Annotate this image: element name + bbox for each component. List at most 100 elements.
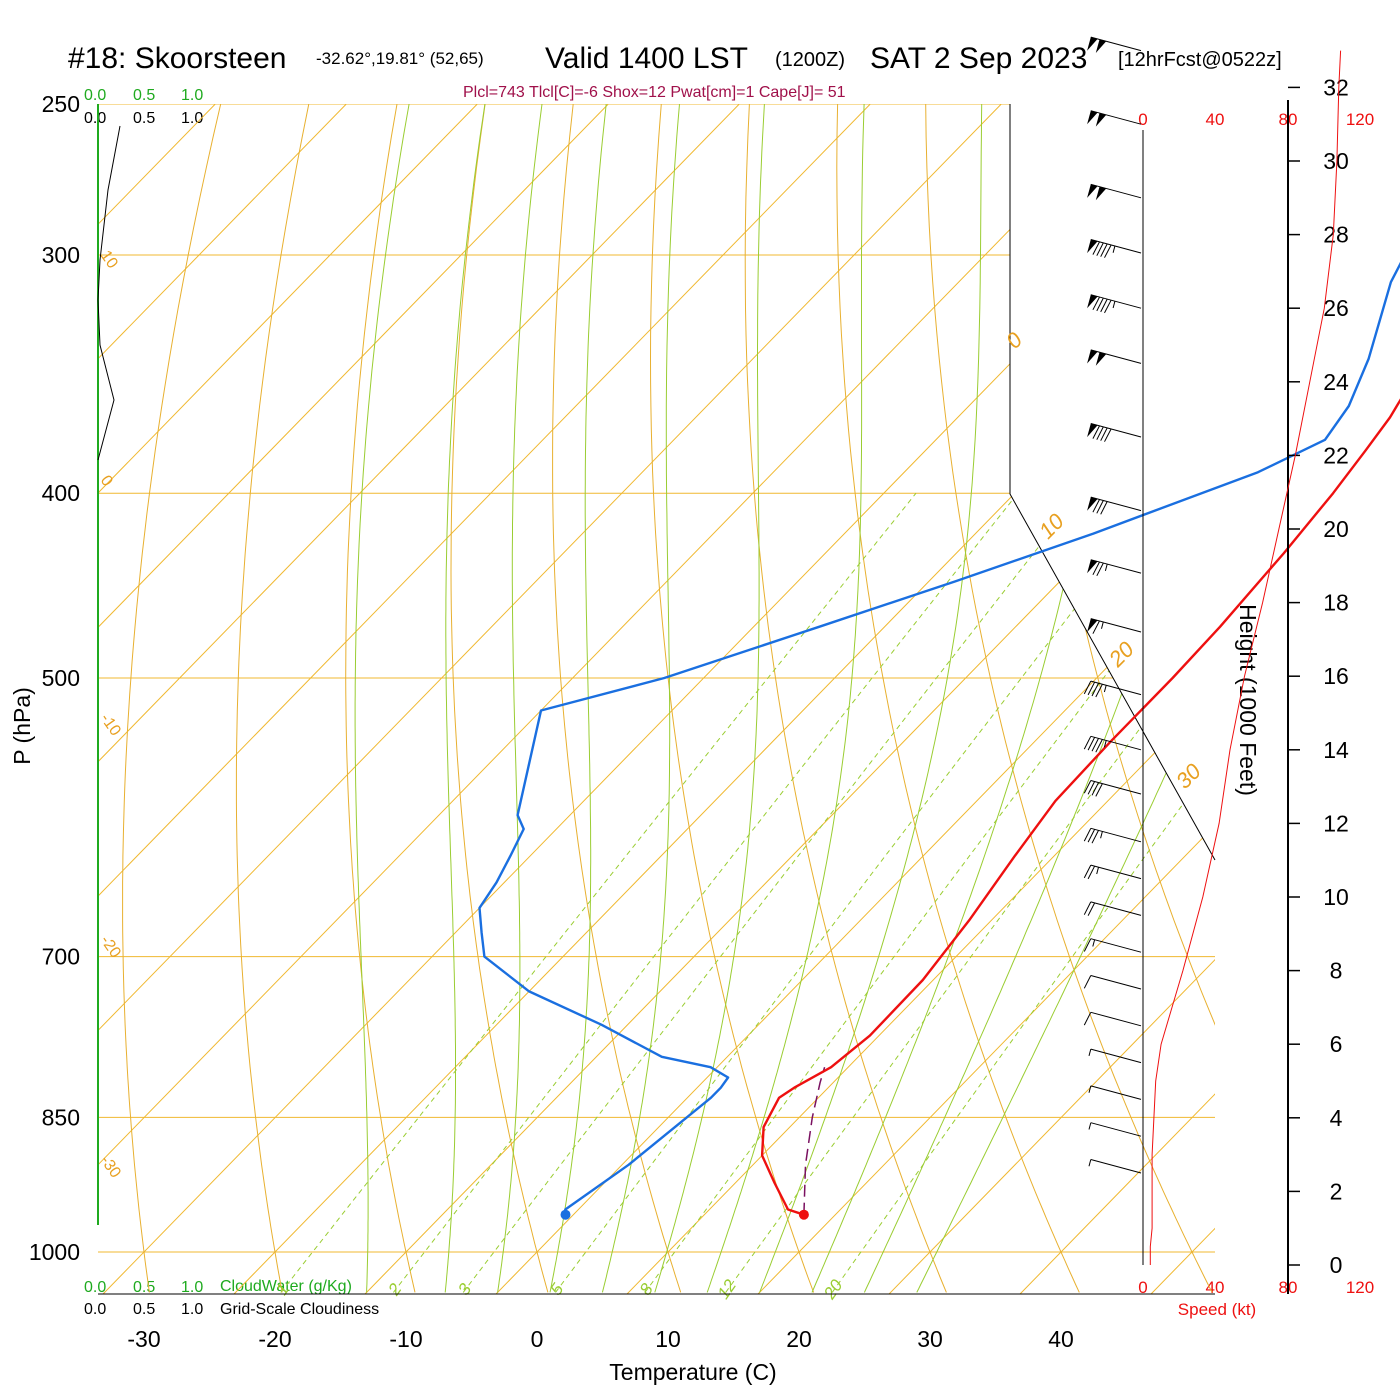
wind-barb-feather — [1100, 298, 1108, 313]
dry-adiabat — [649, 104, 815, 1293]
wind-barb-flag — [1087, 559, 1098, 574]
moist-adiabat — [444, 104, 491, 1293]
height-tick-label: 28 — [1323, 222, 1349, 248]
dry-adiabat — [122, 104, 230, 1293]
temperature-line — [760, 398, 1400, 1216]
wind-barb — [1088, 1085, 1142, 1100]
mixing-ratio-line — [555, 492, 1164, 1293]
dry-adiabat — [552, 104, 682, 1293]
dry-adiabat — [1361, 70, 1400, 1292]
isotherm-line — [98, 104, 740, 1294]
wind-barb-feather — [1096, 562, 1104, 577]
wind-barb-half-feather — [1100, 831, 1103, 839]
height-tick-label: 2 — [1330, 1178, 1343, 1204]
wind-barb-flag — [1095, 352, 1107, 366]
x-tick-label: 10 — [655, 1326, 681, 1352]
sounding-parameters: Plcl=743 Tlcl[C]=-6 Shox=12 Pwat[cm]=1 C… — [463, 84, 846, 101]
moist-adiabat — [759, 104, 983, 1293]
x-tick-label: -30 — [127, 1326, 160, 1352]
wind-barb — [1087, 559, 1142, 577]
x-tick-label: 40 — [1048, 1326, 1074, 1352]
isotherm-line — [98, 104, 1133, 1294]
height-tick-label: 8 — [1330, 958, 1343, 984]
moist-adiabat — [549, 104, 611, 1293]
dry-adiabat — [235, 104, 317, 1293]
wind-barb-feather — [1087, 681, 1096, 696]
forecast-date: SAT 2 Sep 2023 — [870, 42, 1087, 75]
isotherm-line — [98, 104, 1002, 1294]
station-title: #18: Skoorsteen — [68, 42, 286, 75]
height-tick-label: 0 — [1330, 1252, 1343, 1278]
wind-barb-feather — [1091, 682, 1099, 697]
speed-scale-bottom-1: 40 — [1206, 1278, 1225, 1297]
wind-barb-half-feather — [1104, 563, 1108, 572]
wind-barb-feather — [1104, 244, 1112, 258]
wind-barb-feather — [1083, 975, 1092, 989]
height-tick-label: 6 — [1330, 1031, 1343, 1057]
dry-adiabat — [1186, 104, 1215, 1293]
y-axis-title: P (hPa) — [9, 687, 35, 765]
isotherm-right-label: 0 — [1001, 327, 1028, 354]
isotherm-label: -30 — [97, 1153, 124, 1182]
wind-barb — [1083, 864, 1142, 880]
x-axis-title: Temperature (C) — [609, 1359, 776, 1385]
isotherm-line — [757, 104, 1215, 1294]
wind-barb-half-feather — [1101, 621, 1104, 629]
wind-barb-staff — [1090, 901, 1142, 916]
height-tick-label: 4 — [1330, 1105, 1343, 1131]
wind-barb-feather — [1092, 425, 1100, 439]
mixing-ratio-label: 3 — [454, 1280, 475, 1299]
wind-barb-half-feather — [1103, 740, 1107, 748]
dry-adiabat — [925, 104, 1213, 1293]
y-tick-label: 500 — [42, 665, 80, 691]
wind-barb-staff — [1090, 423, 1142, 438]
cloudwater-label: CloudWater (g/Kg) — [220, 1278, 352, 1295]
wind-barb-feather — [1096, 297, 1104, 312]
isotherm-line — [1150, 104, 1215, 1294]
wind-barb-staff — [1090, 1159, 1142, 1174]
isotherm-line — [495, 104, 1215, 1294]
zulu-time: (1200Z) — [775, 49, 845, 71]
wind-barb-feather — [1087, 865, 1096, 880]
wind-barb-staff — [1090, 1048, 1142, 1064]
wind-barb-feather — [1087, 829, 1096, 843]
y-tick-label: 700 — [42, 944, 80, 970]
cloudwater-scale-bottom-0: 0.0 — [84, 1279, 106, 1296]
wind-barb-feather — [1096, 242, 1104, 256]
wind-barb-staff — [1090, 864, 1142, 880]
height-tick-label: 14 — [1323, 737, 1349, 763]
height-tick-label: 16 — [1323, 663, 1349, 689]
isotherm-line — [888, 104, 1215, 1294]
wind-barb-flag — [1095, 186, 1107, 201]
wind-barb-flag — [1087, 184, 1098, 198]
dewpoint-line — [478, 261, 1400, 1215]
wind-barb-staff — [1090, 735, 1142, 751]
wind-barb-staff — [1090, 827, 1142, 843]
mixing-ratio-label: 8 — [636, 1280, 657, 1299]
wind-barb-flag — [1087, 239, 1098, 254]
isotherm-line — [98, 104, 478, 1294]
mixing-ratio-label: 12 — [714, 1276, 741, 1303]
wind-barb-feather — [1096, 426, 1104, 440]
valid-time: Valid 1400 LST — [545, 42, 748, 75]
wind-barb-feather — [1100, 243, 1108, 257]
wind-barb-feather — [1100, 427, 1108, 441]
dry-adiabat — [744, 104, 947, 1293]
wind-barb-feather — [1095, 783, 1103, 797]
wind-barb — [1087, 496, 1142, 515]
wind-barb-flag — [1087, 37, 1098, 51]
wind-barb — [1087, 183, 1142, 201]
wind-barb-feather — [1091, 830, 1099, 844]
moist-adiabat — [601, 104, 684, 1293]
x-tick-label: 20 — [786, 1326, 812, 1352]
thermo-area — [98, 70, 1400, 1294]
wind-barb-staff — [1090, 938, 1142, 953]
height-tick-label: 24 — [1323, 369, 1349, 395]
wind-barb-feather — [1092, 499, 1100, 513]
wind-barb — [1087, 423, 1142, 442]
mixing-ratio-label: 20 — [820, 1276, 847, 1304]
wind-barb-half-feather — [1088, 1048, 1092, 1057]
wind-barb-feather — [1096, 500, 1104, 514]
wind-barb-half-feather — [1103, 685, 1107, 693]
wind-barb-flag — [1087, 423, 1098, 438]
